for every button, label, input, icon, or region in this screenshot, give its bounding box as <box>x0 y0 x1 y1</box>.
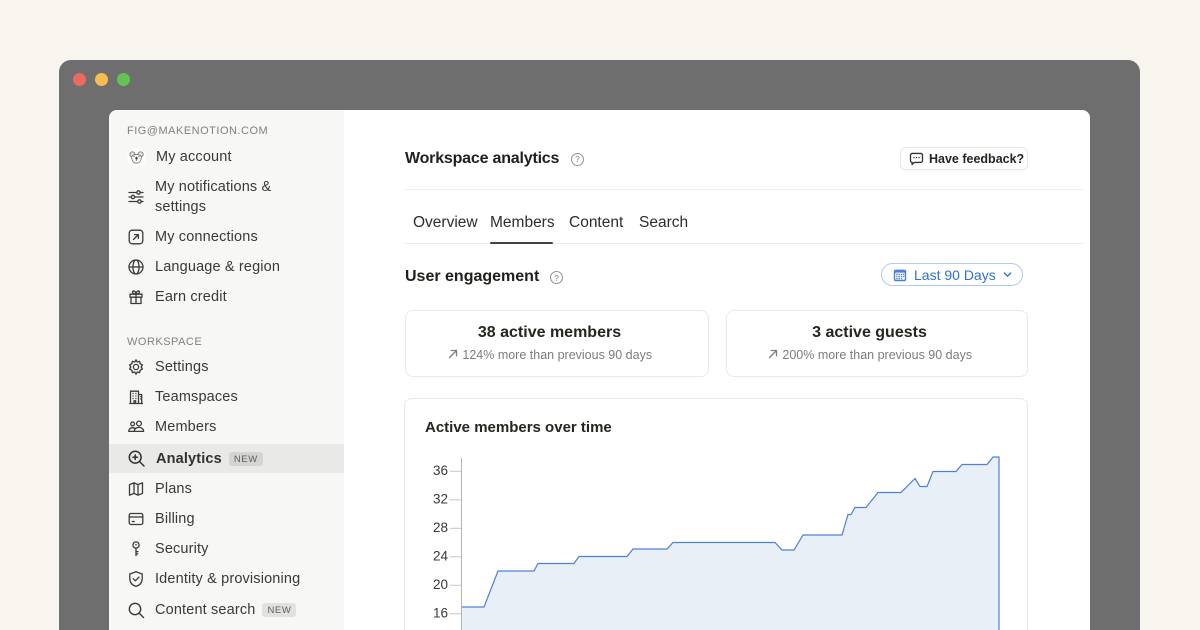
svg-text:16: 16 <box>433 606 448 621</box>
svg-text:36: 36 <box>433 463 448 478</box>
svg-text:32: 32 <box>433 492 448 507</box>
svg-text:24: 24 <box>433 549 449 564</box>
svg-text:20: 20 <box>433 577 448 592</box>
svg-text:28: 28 <box>433 520 448 535</box>
